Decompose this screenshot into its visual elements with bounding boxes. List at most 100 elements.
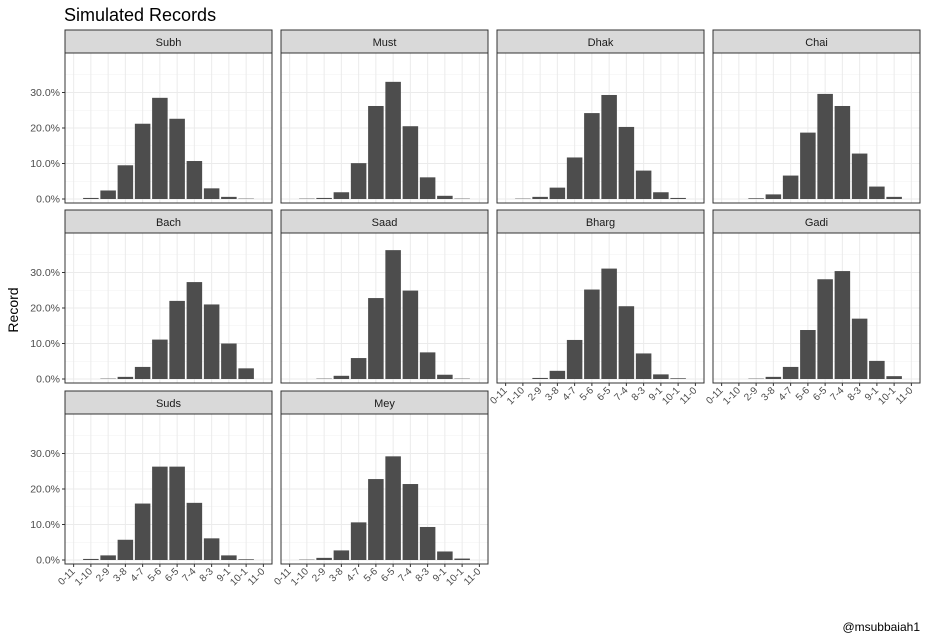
x-tick-label: 4-7 <box>561 385 579 403</box>
bar-2-9 <box>100 555 116 560</box>
x-tick-label: 6-5 <box>595 385 613 403</box>
x-tick-label: 6-5 <box>163 566 181 584</box>
facet-panel-chai: Chai <box>712 29 921 204</box>
bar-10-1 <box>238 368 254 379</box>
bar-7-4 <box>186 161 203 199</box>
x-tick-label: 3-8 <box>759 385 777 403</box>
x-tick-label: 7-4 <box>828 385 846 403</box>
bar-6-5 <box>169 466 185 560</box>
bar-8-3 <box>203 538 220 560</box>
bar-6-5 <box>601 268 617 379</box>
panel-border <box>712 52 921 204</box>
bar-5-6 <box>152 466 168 560</box>
x-tick-label: 7-4 <box>396 566 414 584</box>
y-tick-label: 20.0% <box>30 303 60 315</box>
x-tick-label: 3-8 <box>543 385 561 403</box>
bar-3-8 <box>549 370 566 379</box>
bar-1-10 <box>83 558 99 560</box>
bar-6-5 <box>169 118 185 199</box>
bar-8-3 <box>635 353 652 379</box>
facet-panel-suds: Suds 0.0% 10.0% 20.0% 30.0% 0-111-10 2-9 3-8 4-7… <box>30 390 273 588</box>
x-tick-label: 10-1 <box>876 385 898 407</box>
bar-3-8 <box>333 192 350 199</box>
x-tick-label: 0-11 <box>272 566 294 588</box>
x-tick-label: 1-10 <box>505 385 527 407</box>
bar-4-7 <box>782 175 799 199</box>
facet-panel-must: Must <box>280 29 489 204</box>
bar-4-7 <box>134 123 151 199</box>
bar-3-8 <box>117 165 134 199</box>
bar-8-3 <box>419 352 436 379</box>
bar-10-1 <box>670 378 686 379</box>
y-tick-label: 10.0% <box>30 338 60 350</box>
x-tick-label: 2-9 <box>526 385 544 403</box>
bar-7-4 <box>834 271 851 379</box>
bar-4-7 <box>350 358 367 379</box>
x-tick-label: 6-5 <box>379 566 397 584</box>
facet-strip-label: Saad <box>372 217 398 229</box>
bar-4-7 <box>134 503 151 560</box>
x-tick-label: 8-3 <box>630 385 648 403</box>
facet-strip-label: Bach <box>156 217 181 229</box>
x-tick-label: 11-0 <box>678 385 700 407</box>
facet-strip-label: Suds <box>156 398 182 410</box>
bar-9-1 <box>653 192 669 199</box>
bar-5-6 <box>368 298 384 379</box>
bar-5-6 <box>584 113 600 199</box>
bar-9-1 <box>869 186 885 199</box>
bar-5-6 <box>368 105 384 199</box>
bar-4-7 <box>566 339 583 379</box>
bar-7-4 <box>186 282 203 379</box>
bar-9-1 <box>221 343 237 379</box>
bar-7-4 <box>186 502 203 560</box>
bar-7-4 <box>618 126 635 199</box>
panel-border <box>280 413 489 565</box>
x-tick-label: 5-6 <box>794 385 812 403</box>
bar-4-7 <box>350 163 367 199</box>
x-tick-label: 8-3 <box>846 385 864 403</box>
bar-6-5 <box>601 94 617 199</box>
bar-8-3 <box>419 526 436 560</box>
bar-8-3 <box>635 170 652 199</box>
bar-1-10 <box>83 197 99 199</box>
bar-2-9 <box>532 377 548 379</box>
bar-8-3 <box>851 318 868 379</box>
bar-8-3 <box>203 304 220 379</box>
facet-panels: Subh 0.0% 10.0% 20.0% 30.0% Must Dhak Chai Bach 0… <box>30 29 921 588</box>
facet-strip-label: Subh <box>156 37 182 49</box>
bar-8-3 <box>419 177 436 199</box>
bar-2-9 <box>748 198 764 199</box>
facet-strip-label: Mey <box>374 398 395 410</box>
x-tick-label: 3-8 <box>111 566 129 584</box>
bar-7-4 <box>402 126 419 199</box>
bar-10-1 <box>454 558 470 560</box>
x-tick-label: 8-3 <box>414 566 432 584</box>
x-tick-label: 3-8 <box>327 566 345 584</box>
x-tick-label: 11-0 <box>246 566 268 588</box>
x-tick-label: 2-9 <box>310 566 328 584</box>
x-tick-label: 10-1 <box>444 566 466 588</box>
panel-border <box>280 52 489 204</box>
bar-5-6 <box>152 97 168 199</box>
panel-border <box>496 232 705 384</box>
bar-2-9 <box>316 557 332 560</box>
x-tick-label: 11-0 <box>894 385 916 407</box>
bar-9-1 <box>437 195 453 199</box>
bar-8-3 <box>203 188 220 199</box>
bar-5-6 <box>152 339 168 379</box>
y-tick-label: 0.0% <box>36 374 60 386</box>
bar-6-5 <box>817 279 833 379</box>
bar-3-8 <box>765 194 782 199</box>
bar-6-5 <box>817 93 833 199</box>
bar-7-4 <box>402 484 419 560</box>
x-tick-label: 5-6 <box>362 566 380 584</box>
bar-3-8 <box>549 187 566 199</box>
panel-border <box>712 232 921 384</box>
bar-6-5 <box>385 456 401 560</box>
bar-7-4 <box>618 306 635 379</box>
x-tick-label: 0-11 <box>704 385 726 407</box>
credit-text: @msubbaiah1 <box>842 620 920 634</box>
